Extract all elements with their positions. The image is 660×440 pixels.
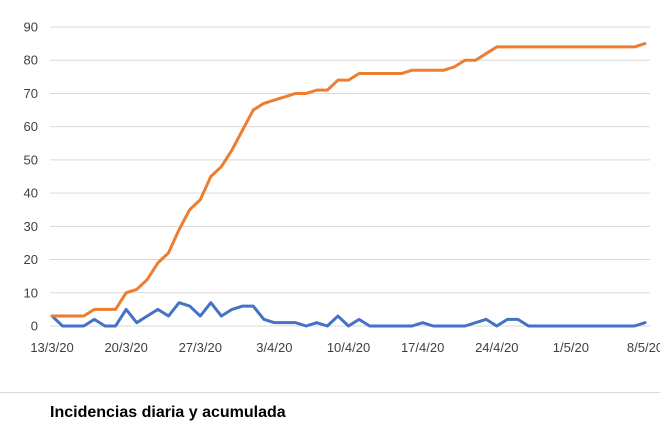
y-tick-label: 10 [24,285,38,300]
x-tick-label: 13/3/20 [30,340,73,355]
x-tick-label: 17/4/20 [401,340,444,355]
y-tick-label: 80 [24,53,38,68]
y-tick-label: 40 [24,186,38,201]
divider [0,392,660,393]
x-tick-label: 3/4/20 [256,340,292,355]
y-tick-label: 20 [24,252,38,267]
y-tick-label: 70 [24,86,38,101]
y-tick-label: 60 [24,119,38,134]
y-tick-label: 90 [24,20,38,35]
y-tick-label: 50 [24,152,38,167]
y-axis-tick-labels: 0 10 20 30 40 50 60 70 80 90 [24,20,38,334]
y-tick-label: 0 [31,319,38,334]
x-tick-label: 10/4/20 [327,340,370,355]
y-tick-label: 30 [24,219,38,234]
x-tick-label: 24/4/20 [475,340,518,355]
series-line-0 [50,301,647,328]
grid-lines [50,26,650,327]
series-line-1 [50,42,647,318]
series-lines [50,42,647,328]
x-tick-label: 1/5/20 [553,340,589,355]
x-axis-tick-labels: 13/3/20 20/3/20 27/3/20 3/4/20 10/4/20 17/4/2… [30,340,660,355]
x-tick-label: 8/5/20 [627,340,660,355]
x-tick-label: 20/3/20 [104,340,147,355]
chart-caption: Incidencias diaria y acumulada [50,404,286,421]
x-tick-label: 27/3/20 [179,340,222,355]
